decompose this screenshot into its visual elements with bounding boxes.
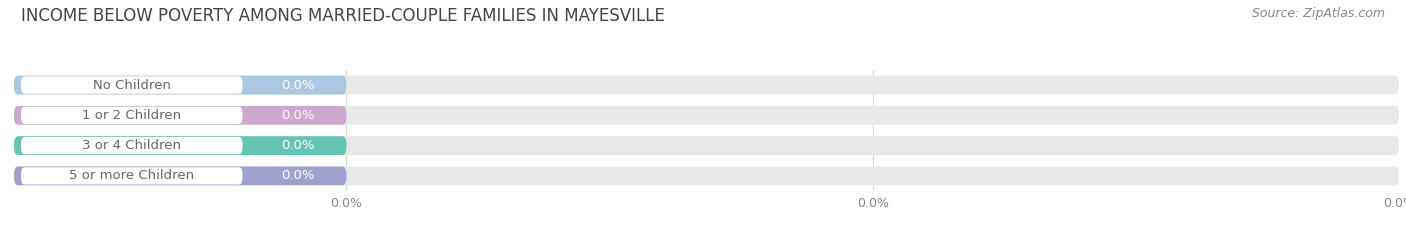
FancyBboxPatch shape: [21, 137, 243, 154]
FancyBboxPatch shape: [21, 76, 243, 94]
Text: Source: ZipAtlas.com: Source: ZipAtlas.com: [1251, 7, 1385, 20]
Text: 0.0%: 0.0%: [281, 139, 315, 152]
Text: INCOME BELOW POVERTY AMONG MARRIED-COUPLE FAMILIES IN MAYESVILLE: INCOME BELOW POVERTY AMONG MARRIED-COUPL…: [21, 7, 665, 25]
Text: 5 or more Children: 5 or more Children: [69, 169, 194, 182]
Text: 1 or 2 Children: 1 or 2 Children: [82, 109, 181, 122]
Text: No Children: No Children: [93, 79, 170, 92]
FancyBboxPatch shape: [14, 106, 1399, 125]
FancyBboxPatch shape: [14, 136, 346, 155]
Text: 0.0%: 0.0%: [281, 79, 315, 92]
FancyBboxPatch shape: [14, 76, 346, 94]
FancyBboxPatch shape: [14, 167, 1399, 185]
FancyBboxPatch shape: [21, 167, 243, 185]
Text: 3 or 4 Children: 3 or 4 Children: [83, 139, 181, 152]
FancyBboxPatch shape: [14, 136, 1399, 155]
Text: 0.0%: 0.0%: [281, 109, 315, 122]
FancyBboxPatch shape: [21, 107, 243, 124]
FancyBboxPatch shape: [14, 167, 346, 185]
Text: 0.0%: 0.0%: [281, 169, 315, 182]
FancyBboxPatch shape: [14, 106, 346, 125]
FancyBboxPatch shape: [14, 76, 1399, 94]
